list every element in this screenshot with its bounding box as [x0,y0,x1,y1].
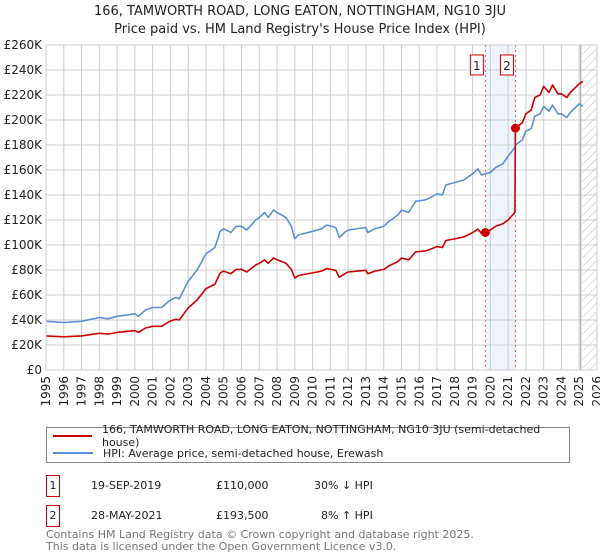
legend-swatch-blue [53,452,93,454]
x-tick-label: 2022 [519,376,533,407]
y-tick-label: £140K [4,188,44,202]
x-tick-label: 2026 [590,376,600,407]
x-tick-label: 2006 [235,376,249,407]
sale-price: £193,500 [216,509,269,522]
property-price-line [45,80,584,338]
legend-swatch-red [53,435,92,437]
x-tick-label: 2011 [323,376,337,407]
sale-label-box [469,54,484,76]
x-tick-label: 2024 [554,376,568,407]
sale-marker-badge: 1 [46,475,60,497]
x-tick-label: 1996 [57,376,71,407]
y-tick-label: £160K [4,163,44,177]
sale-hpi-diff: 8% ↑ HPI [321,509,373,522]
legend-label: HPI: Average price, semi-detached house,… [103,446,384,460]
x-tick-label: 2013 [359,376,373,407]
hpi-line [45,103,584,324]
sale-point [480,228,490,237]
x-tick-label: 2018 [448,376,462,407]
x-tick-label: 1997 [75,376,89,407]
legend-item-property: 166, TAMWORTH ROAD, LONG EATON, NOTTINGH… [53,423,569,449]
x-tick-label: 2002 [163,376,177,407]
x-tick-label: 2008 [270,376,284,407]
x-tick-label: 2012 [341,376,355,407]
chart-subtitle: Price paid vs. HM Land Registry's House … [114,22,486,37]
x-tick-label: 2001 [146,376,160,407]
y-tick-label: £200K [4,113,44,127]
sale-price: £110,000 [216,479,269,492]
y-tick-label: £20K [11,338,43,352]
x-tick-label: 2005 [217,376,231,407]
sale-marker-badge: 2 [46,505,60,527]
x-tick-label: 2004 [199,376,213,407]
y-tick-label: £240K [4,63,44,77]
y-tick-label: £180K [4,138,44,152]
x-tick-label: 1995 [39,376,53,407]
x-tick-label: 2014 [377,376,391,407]
x-tick-label: 2000 [128,376,142,407]
sale-label-box [499,54,514,76]
y-tick-label: £60K [11,288,43,302]
y-tick-label: £80K [11,263,43,277]
sale-point [510,123,520,133]
x-tick-label: 1998 [92,376,106,407]
x-tick-label: 2016 [412,376,426,407]
x-tick-label: 2007 [252,376,266,407]
legend: 166, TAMWORTH ROAD, LONG EATON, NOTTINGH… [46,423,570,463]
sale-hpi-diff: 30% ↓ HPI [314,479,373,492]
x-tick-label: 2019 [466,376,480,407]
sale-date: 28-MAY-2021 [91,509,163,522]
x-tick-label: 2010 [306,376,320,407]
y-tick-label: £120K [4,213,44,227]
footer-line: This data is licensed under the Open Gov… [46,540,397,553]
x-tick-label: 1999 [110,376,124,407]
x-tick-label: 2009 [288,376,302,407]
y-tick-label: £220K [4,88,44,102]
x-tick-label: 2021 [501,376,515,407]
legend-item-hpi: HPI: Average price, semi-detached house,… [53,445,383,461]
x-tick-label: 2003 [181,376,195,407]
plot-area: £0 £20K £40K £60K £80K £100K £120K £140K £160K £1… [4,38,600,407]
legend-label: 166, TAMWORTH ROAD, LONG EATON, NOTTINGH… [101,423,541,449]
sale-label: 2 [503,59,511,73]
plot-border [45,44,598,371]
y-tick-label: £100K [4,238,44,252]
x-tick-label: 2017 [430,376,444,407]
sale-label: 1 [473,59,481,73]
footer: Contains HM Land Registry data © Crown c… [46,529,474,553]
sale-date: 19-SEP-2019 [91,479,162,492]
x-tick-label: 2023 [537,376,551,407]
footer-line: Contains HM Land Registry data © Crown c… [46,528,474,541]
x-tick-label: 2015 [394,376,408,407]
x-tick-label: 2020 [483,376,497,407]
y-tick-label: £260K [4,38,44,52]
chart-title: 166, TAMWORTH ROAD, LONG EATON, NOTTINGH… [93,4,507,19]
y-tick-label: £40K [11,313,43,327]
y-tick-label: £0 [27,363,42,377]
x-tick-label: 2025 [572,376,586,407]
forecast-hatch [582,45,597,370]
